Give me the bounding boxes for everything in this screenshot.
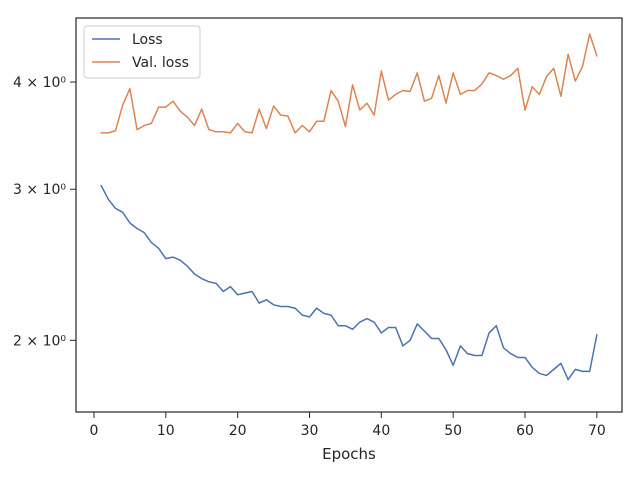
- plot-frame: [75, 17, 623, 413]
- x-axis: 0 10 20 30 40 50 60 70: [89, 412, 606, 439]
- x-tick-label: 60: [516, 423, 534, 439]
- x-tick-label: 50: [444, 423, 462, 439]
- x-tick-label: 0: [89, 423, 98, 439]
- legend-label: Loss: [132, 32, 163, 48]
- legend-label: Val. loss: [132, 55, 189, 71]
- legend: Loss Val. loss: [83, 25, 201, 79]
- x-tick-label: 10: [157, 423, 175, 439]
- x-tick-label: 20: [229, 423, 247, 439]
- x-tick-label: 30: [301, 423, 319, 439]
- series-line-loss: [100, 184, 598, 381]
- y-axis: 2 × 10⁰ 3 × 10⁰ 4 × 10⁰: [13, 75, 76, 349]
- x-tick-label: 40: [372, 423, 390, 439]
- y-tick-label: 2 × 10⁰: [13, 333, 66, 349]
- x-tick-label: 70: [588, 423, 606, 439]
- x-axis-label: Epochs: [322, 445, 376, 463]
- series-line-val-loss: [100, 33, 598, 134]
- y-tick-label: 4 × 10⁰: [13, 75, 66, 91]
- series-layer: [100, 33, 598, 381]
- y-tick-label: 3 × 10⁰: [13, 182, 66, 198]
- plot-background: [76, 18, 622, 412]
